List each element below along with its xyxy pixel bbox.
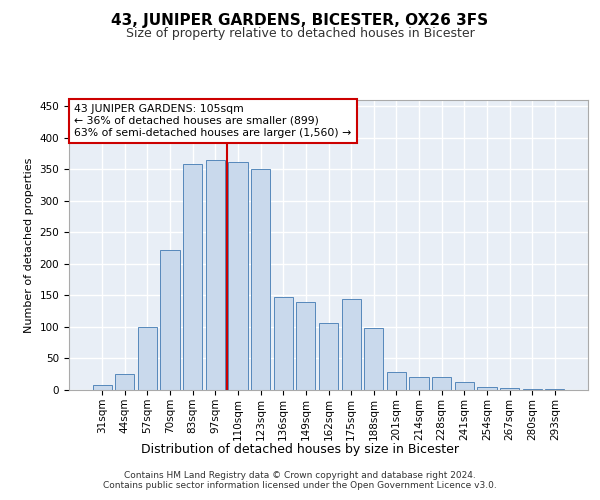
Bar — [229, 162, 248, 390]
Y-axis label: Number of detached properties: Number of detached properties — [24, 158, 34, 332]
Bar — [409, 378, 428, 390]
Bar — [274, 296, 293, 390]
Bar — [364, 328, 383, 390]
Bar — [432, 378, 451, 390]
Text: 43, JUNIPER GARDENS, BICESTER, OX26 3FS: 43, JUNIPER GARDENS, BICESTER, OX26 3FS — [112, 12, 488, 28]
Bar — [296, 302, 316, 390]
Text: Size of property relative to detached houses in Bicester: Size of property relative to detached ho… — [125, 28, 475, 40]
Text: Distribution of detached houses by size in Bicester: Distribution of detached houses by size … — [141, 442, 459, 456]
Bar — [206, 160, 225, 390]
Bar — [115, 374, 134, 390]
Bar — [319, 322, 338, 390]
Text: Contains HM Land Registry data © Crown copyright and database right 2024.
Contai: Contains HM Land Registry data © Crown c… — [103, 470, 497, 490]
Bar — [500, 388, 519, 390]
Bar — [160, 250, 180, 390]
Bar — [477, 387, 497, 390]
Bar — [251, 170, 270, 390]
Bar — [455, 382, 474, 390]
Text: 43 JUNIPER GARDENS: 105sqm
← 36% of detached houses are smaller (899)
63% of sem: 43 JUNIPER GARDENS: 105sqm ← 36% of deta… — [74, 104, 352, 138]
Bar — [138, 327, 157, 390]
Bar — [523, 388, 542, 390]
Bar — [387, 372, 406, 390]
Bar — [183, 164, 202, 390]
Bar — [92, 385, 112, 390]
Bar — [341, 298, 361, 390]
